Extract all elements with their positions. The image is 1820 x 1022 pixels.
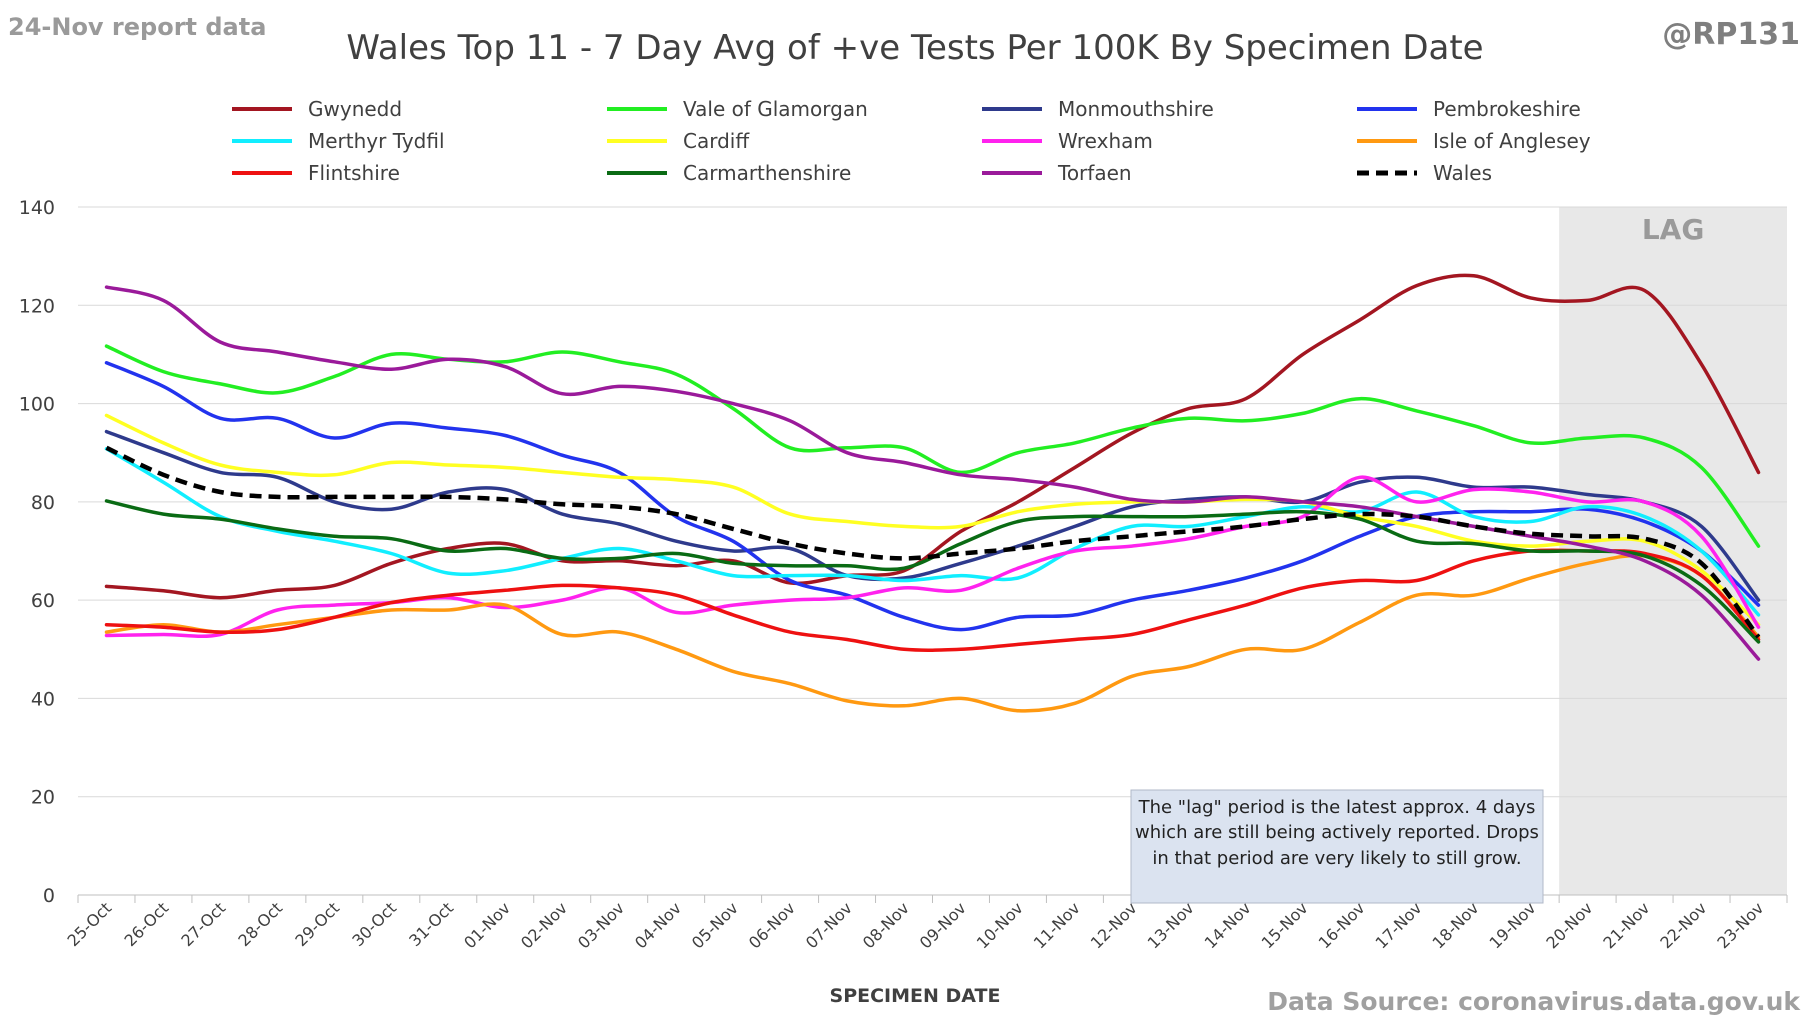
x-tick-label: 08-Nov	[859, 898, 913, 952]
data-source: Data Source: coronavirus.data.gov.uk	[1267, 987, 1801, 1016]
x-tick-label: 03-Nov	[574, 898, 628, 952]
legend-label-wrexham: Wrexham	[1058, 129, 1153, 153]
y-axis-ticks: 0 20 40 60 80 100 120 140	[19, 197, 55, 907]
legend-label-gwynedd: Gwynedd	[308, 97, 402, 121]
legend-label-vale-of-glamorgan: Vale of Glamorgan	[683, 97, 868, 121]
annotation-line-1: The "lag" period is the latest approx. 4…	[1138, 797, 1536, 818]
x-tick-label: 07-Nov	[802, 898, 856, 952]
y-tick-label: 0	[43, 885, 55, 907]
series-line-cardiff	[104, 413, 1761, 627]
x-tick-label: 18-Nov	[1429, 898, 1483, 952]
x-tick-label: 14-Nov	[1201, 898, 1255, 952]
series-line-wales	[105, 445, 1761, 639]
x-tick-label: 17-Nov	[1372, 898, 1426, 952]
y-tick-label: 60	[31, 590, 55, 612]
x-tick-label: 31-Oct	[405, 898, 457, 950]
x-axis-ticks: 25-Oct 26-Oct 27-Oct 28-Oct 29-Oct 30-Oct 31-O…	[64, 895, 1788, 952]
x-tick-label: 30-Oct	[348, 898, 400, 950]
lag-annotation: The "lag" period is the latest approx. 4…	[1130, 789, 1544, 904]
chart-title: Wales Top 11 - 7 Day Avg of +ve Tests Pe…	[346, 28, 1483, 68]
legend-label-flintshire: Flintshire	[308, 161, 400, 185]
x-axis-title: SPECIMEN DATE	[830, 985, 1001, 1007]
x-tick-label: 11-Nov	[1030, 898, 1084, 952]
x-tick-label: 20-Nov	[1542, 898, 1596, 952]
series-lines	[104, 273, 1761, 713]
legend-label-wales: Wales	[1433, 161, 1492, 185]
series-line-merthyr-tydfil	[104, 447, 1761, 617]
legend-label-merthyr-tydfil: Merthyr Tydfil	[308, 129, 445, 153]
x-tick-label: 22-Nov	[1656, 898, 1710, 952]
x-tick-label: 16-Nov	[1315, 898, 1369, 952]
annotation-background	[1130, 789, 1544, 904]
legend-label-carmarthenshire: Carmarthenshire	[683, 161, 851, 185]
series-line-pembrokeshire	[104, 361, 1761, 632]
x-tick-label: 02-Nov	[517, 898, 571, 952]
x-tick-label: 29-Oct	[291, 898, 343, 950]
legend-label-cardiff: Cardiff	[683, 129, 750, 153]
x-tick-label: 23-Nov	[1713, 898, 1767, 952]
x-tick-label: 28-Oct	[234, 898, 286, 950]
y-tick-label: 20	[31, 787, 55, 809]
legend-label-isle-of-anglesey: Isle of Anglesey	[1433, 129, 1591, 153]
x-tick-label: 05-Nov	[688, 898, 742, 952]
legend-label-torfaen: Torfaen	[1057, 161, 1132, 185]
x-tick-label: 15-Nov	[1258, 898, 1312, 952]
series-line-vale-of-glamorgan	[104, 344, 1761, 548]
legend-label-monmouthshire: Monmouthshire	[1058, 97, 1214, 121]
series-line-flintshire	[104, 548, 1761, 652]
x-tick-label: 19-Nov	[1485, 898, 1539, 952]
series-line-carmarthenshire	[104, 499, 1761, 644]
x-tick-label: 12-Nov	[1087, 898, 1141, 952]
x-tick-label: 01-Nov	[460, 898, 514, 952]
x-tick-label: 26-Oct	[120, 898, 172, 950]
author-handle: @RP131	[1662, 17, 1800, 52]
y-tick-label: 140	[19, 197, 55, 219]
annotation-line-3: in that period are very likely to still …	[1152, 848, 1521, 869]
x-tick-label: 09-Nov	[916, 898, 970, 952]
y-tick-label: 120	[19, 295, 55, 317]
series-line-gwynedd	[104, 273, 1761, 600]
legend-label-pembrokeshire: Pembrokeshire	[1433, 97, 1581, 121]
y-tick-label: 80	[31, 492, 55, 514]
x-tick-label: 04-Nov	[631, 898, 685, 952]
legend: Gwynedd Vale of Glamorgan Monmouthshire Pem…	[232, 97, 1591, 185]
series-line-isle-of-anglesey	[104, 553, 1761, 713]
series-line-torfaen	[104, 285, 1761, 661]
lag-label: LAG	[1642, 213, 1705, 246]
x-tick-label: 06-Nov	[745, 898, 799, 952]
annotation-line-2: which are still being actively reported.…	[1135, 822, 1539, 843]
x-tick-label: 21-Nov	[1599, 898, 1653, 952]
x-tick-label: 27-Oct	[177, 898, 229, 950]
series-line-monmouthshire	[104, 429, 1761, 602]
x-tick-label: 25-Oct	[64, 898, 116, 950]
y-tick-label: 100	[19, 394, 55, 416]
x-tick-label: 10-Nov	[973, 898, 1027, 952]
y-tick-label: 40	[31, 688, 55, 710]
report-note: 24-Nov report data	[8, 13, 266, 41]
x-tick-label: 13-Nov	[1144, 898, 1198, 952]
